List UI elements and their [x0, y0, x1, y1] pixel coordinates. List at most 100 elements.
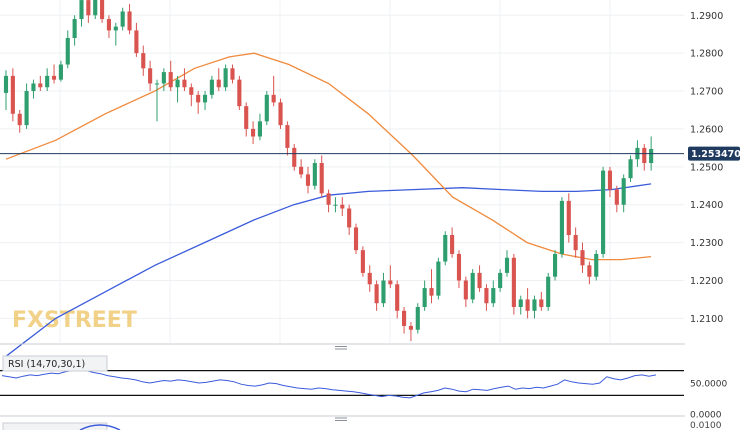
- candle-body-down: [305, 174, 311, 186]
- candle-body-up: [621, 178, 626, 205]
- candle-body-up: [209, 79, 214, 95]
- slow-moving-average-line: [5, 183, 652, 357]
- candle-body-down: [450, 235, 455, 254]
- candle-body-down: [168, 72, 173, 88]
- candle-body-down: [86, 0, 91, 16]
- candle-body-down: [100, 0, 105, 20]
- candle-body-up: [518, 299, 523, 308]
- candle-body-down: [299, 166, 304, 175]
- price-tick-label: 1.2100: [690, 314, 723, 325]
- rsi-tick-label: 0.0000: [690, 411, 722, 421]
- candle-body-up: [79, 0, 84, 20]
- candle-body-down: [127, 11, 132, 31]
- price-tick-label: 1.2900: [690, 11, 723, 22]
- candle-body-down: [408, 325, 413, 330]
- candle-body-up: [546, 276, 551, 308]
- candle-body-down: [10, 75, 15, 114]
- price-tick-label: 1.2800: [690, 49, 723, 60]
- candle-body-up: [532, 299, 537, 311]
- candle-body-down: [353, 227, 359, 251]
- candle-body-down: [511, 257, 516, 308]
- candle-body-down: [607, 170, 613, 190]
- candle-body-up: [498, 272, 503, 289]
- price-tick-label: 1.2200: [690, 276, 723, 287]
- price-axis: 1.2900 1.2800 1.2700 1.2600 1.2500 1.2400 1.23…: [690, 11, 723, 325]
- candle-body-down: [278, 102, 283, 126]
- candle-body-down: [463, 280, 468, 300]
- candle-body-up: [93, 0, 98, 16]
- candle-body-up: [552, 253, 558, 277]
- panel-resize-handle[interactable]: [333, 345, 349, 350]
- candle-body-down: [326, 193, 331, 205]
- candle-body-up: [45, 75, 50, 88]
- candle-body-down: [141, 53, 146, 69]
- rsi-panel[interactable]: 50.0000 0.0000: [0, 368, 727, 421]
- candle-body-down: [285, 125, 290, 148]
- candle-body-up: [470, 272, 475, 300]
- candle-body-down: [573, 235, 578, 251]
- rsi-label-box[interactable]: RSI (14,70,30,1): [2, 355, 108, 372]
- price-tick-label: 1.2600: [690, 124, 723, 135]
- candle-body-down: [340, 204, 345, 209]
- candle-body-up: [3, 75, 9, 93]
- panel-resize-handle[interactable]: [335, 417, 347, 421]
- candle-body-up: [154, 83, 160, 85]
- candle-body-down: [374, 284, 379, 304]
- candle-body-up: [31, 83, 36, 92]
- candle-body-up: [175, 79, 180, 88]
- candle-body-down: [566, 200, 571, 236]
- candle-body-down: [477, 272, 482, 289]
- candle-body-up: [559, 200, 564, 254]
- candle-body-down: [196, 94, 201, 103]
- last-price-tag-bg: [688, 146, 740, 161]
- candle-body-down: [216, 79, 221, 88]
- candle-body-down: [230, 68, 235, 80]
- candle-body-down: [244, 106, 249, 129]
- candle-body-down: [456, 253, 462, 281]
- candle-body-down: [292, 147, 297, 167]
- candle-body-down: [148, 68, 153, 84]
- candle-body-up: [333, 204, 338, 206]
- rsi-tick-label: 50.0000: [690, 380, 727, 390]
- candle-body-up: [628, 159, 633, 179]
- candle-body-up: [264, 94, 269, 122]
- candle-body-down: [189, 87, 194, 95]
- candle-body-down: [525, 299, 530, 311]
- candle-body-down: [429, 288, 434, 296]
- last-price-tag-label: 1.253470: [691, 149, 741, 160]
- candle-body-down: [587, 265, 592, 277]
- candle-body-up: [422, 288, 427, 308]
- candle-body-down: [134, 30, 139, 54]
- price-tick-label: 1.2500: [690, 162, 723, 173]
- candle-body-down: [237, 79, 242, 107]
- resize-handle-bg: [333, 345, 349, 350]
- candle-body-down: [38, 83, 43, 88]
- candle-body-down: [182, 79, 187, 88]
- candle-body-down: [271, 94, 276, 103]
- second-panel-tick: 0.0100: [690, 421, 722, 430]
- candle-body-up: [491, 288, 496, 304]
- candle-body-up: [58, 64, 63, 80]
- candle-body-up: [202, 94, 208, 103]
- candlestick-layer: [3, 0, 654, 342]
- rsi-label: RSI (14,70,30,1): [8, 359, 85, 370]
- candle-body-down: [347, 208, 352, 228]
- candle-body-down: [539, 299, 544, 308]
- candle-body-up: [381, 280, 386, 304]
- last-price-layer: 1.253470: [0, 146, 741, 161]
- candle-body-down: [388, 280, 393, 285]
- candle-body-down: [360, 250, 365, 273]
- candle-body-up: [120, 11, 125, 27]
- candle-body-up: [72, 19, 77, 38]
- fast-moving-average-line: [5, 52, 652, 261]
- candle-body-up: [443, 235, 448, 262]
- candle-body-down: [484, 288, 489, 304]
- candle-body-up: [312, 163, 317, 186]
- price-tick-label: 1.2400: [690, 200, 723, 211]
- candle-body-down: [17, 113, 22, 126]
- price-tick-label: 1.2300: [690, 238, 723, 249]
- watermark-logo: FXSTREET: [12, 308, 137, 333]
- candle-body-up: [65, 37, 70, 65]
